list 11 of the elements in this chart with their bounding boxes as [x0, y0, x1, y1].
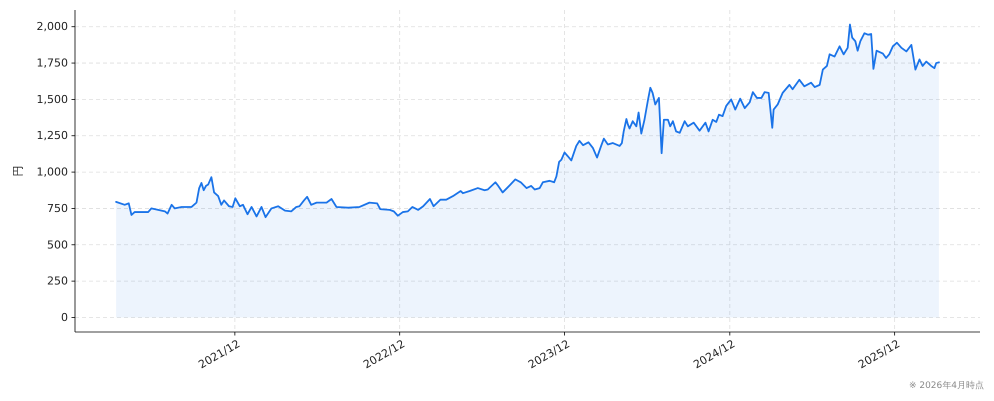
- y-tick-label: 0: [61, 310, 68, 324]
- y-tick-label: 750: [47, 202, 68, 215]
- y-tick-label: 2,000: [36, 20, 68, 34]
- y-tick-label: 1,500: [36, 92, 68, 106]
- y-tick-label: 1,750: [36, 56, 68, 70]
- y-axis-title: 円: [12, 166, 24, 176]
- y-tick-label: 500: [47, 238, 68, 252]
- y-tick-label: 1,250: [36, 129, 68, 142]
- text: ※ 2026年4月時点: [908, 380, 984, 391]
- y-tick-label: 250: [47, 274, 68, 288]
- y-tick-label: 1,000: [36, 166, 68, 179]
